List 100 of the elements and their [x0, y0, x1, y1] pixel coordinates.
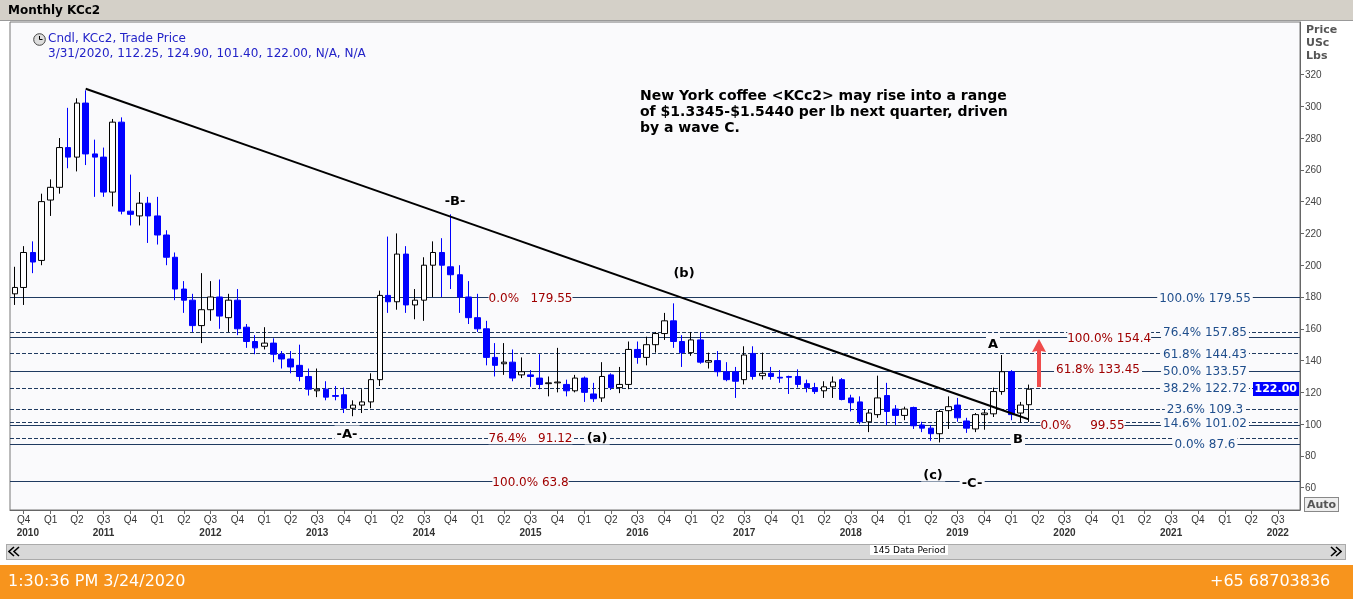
annotation: New York coffee <KCc2> may rise into a range of $1.3345-$1.5440 per lb next quarter, driven by a wave C. — [640, 87, 1009, 135]
x-tick-label: Q4 — [657, 513, 672, 525]
candlestick — [990, 387, 997, 418]
x-tick-label: Q2 — [1244, 513, 1259, 525]
x2-tick-label: 2010 — [16, 526, 40, 538]
candlestick — [118, 116, 125, 215]
candlestick — [509, 348, 516, 382]
candlestick — [207, 280, 214, 322]
candlestick — [20, 245, 27, 306]
candlestick — [421, 256, 427, 322]
x-tick-label: Q2 — [924, 513, 938, 525]
x2-tick-label: 2020 — [1053, 526, 1076, 538]
candlestick — [350, 399, 356, 417]
candlestick — [750, 345, 756, 381]
x-tick-label: Q4 — [764, 513, 779, 525]
y-tick-label: 140 — [1305, 355, 1323, 367]
annotation: 3/31/2020, 112.25, 124.90, 101.40, 122.00, N/A, N/A — [48, 46, 366, 60]
x-tick-label: Q2 — [390, 513, 405, 525]
x-tick-label: Q2 — [710, 513, 725, 525]
candlestick — [563, 379, 570, 397]
candlestick — [910, 406, 917, 430]
ref-line-label: 0.0% 87.6 — [1174, 436, 1236, 451]
candlestick — [172, 251, 178, 301]
candlestick — [439, 237, 445, 298]
annotation: A — [985, 335, 1001, 351]
candlestick — [936, 409, 943, 443]
x2-tick-label: 2014 — [412, 526, 436, 538]
candlestick — [56, 137, 63, 195]
candlestick — [447, 213, 454, 290]
candlestick — [786, 375, 792, 395]
candlestick — [501, 342, 507, 376]
x2-tick-label: 2021 — [1159, 526, 1183, 538]
x-tick-label: Q1 — [43, 513, 58, 525]
candlestick — [368, 372, 374, 409]
ref-line-label: 76.4% 157.85 — [1163, 325, 1247, 340]
x-tick-label: Q3 — [523, 513, 538, 525]
ref-line-label: 23.6% 109.3 — [1166, 402, 1244, 417]
candlestick — [901, 406, 908, 421]
candlestick — [394, 232, 400, 311]
y-axis-title: Price USc Lbs — [1306, 23, 1339, 62]
annotation: 76.4% 91.12 — [488, 431, 573, 446]
annotation: 0.0% 179.55 — [488, 290, 573, 305]
x-tick-label: Q3 — [203, 513, 218, 525]
ref-line-label: 38.2% 122.72 — [1163, 381, 1247, 396]
candlestick — [554, 347, 561, 393]
candlestick — [697, 331, 704, 365]
x-tick-label: Q1 — [257, 513, 272, 525]
y-tick-label: 120 — [1305, 386, 1323, 398]
candlestick — [848, 394, 854, 412]
candlestick — [705, 352, 712, 370]
x2-tick-label: 2016 — [626, 526, 650, 538]
candlestick — [527, 369, 534, 388]
x-tick-label: Q4 — [230, 513, 245, 525]
candlestick — [874, 375, 881, 419]
x-tick-label: Q3 — [96, 513, 111, 525]
candlestick — [963, 417, 970, 434]
candlestick — [305, 368, 312, 397]
candlestick — [625, 341, 632, 390]
candlestick — [777, 369, 783, 384]
candlestick — [652, 331, 659, 354]
candlestick — [945, 395, 952, 430]
x-tick-label: Q3 — [1271, 513, 1285, 525]
x2-tick-label: 2018 — [839, 526, 863, 538]
candlestick — [643, 336, 650, 366]
candlestick — [377, 290, 383, 387]
text: 1:30:36 PM 3/24/2020 — [8, 571, 186, 590]
candlestick — [688, 331, 694, 357]
candlestick — [127, 174, 134, 226]
candlestick — [181, 280, 187, 314]
candlestick — [884, 382, 890, 426]
candlestick — [82, 89, 89, 166]
text: Auto — [1304, 497, 1340, 512]
candlestick — [163, 229, 170, 266]
y-tick-label: 280 — [1305, 132, 1323, 144]
candlestick — [359, 388, 365, 414]
x-tick-label: Q2 — [497, 513, 512, 525]
candlestick — [65, 107, 71, 169]
x-tick-label: Q3 — [1057, 513, 1072, 525]
x-tick-label: Q4 — [871, 513, 885, 525]
candlestick — [332, 385, 339, 401]
candlestick — [12, 266, 18, 306]
candlestick — [616, 366, 623, 394]
x-tick-label: Q4 — [17, 513, 31, 525]
x-tick-label: Q3 — [844, 513, 858, 525]
x-tick-label: Q1 — [364, 513, 379, 525]
x-tick-label: Q1 — [897, 513, 912, 525]
y-tick-label: 80 — [1305, 450, 1317, 462]
y-tick-label: 100 — [1305, 418, 1323, 430]
candlestick — [759, 352, 766, 381]
candlestick — [1008, 369, 1015, 421]
x-tick-label: Q4 — [550, 513, 565, 525]
candlestick — [804, 379, 810, 393]
annotation: (a) — [584, 429, 610, 445]
y-tick-label: 240 — [1305, 196, 1323, 208]
candlestick — [483, 320, 490, 366]
y-tick-label: 200 — [1305, 259, 1323, 271]
x-tick-label: Q2 — [1137, 513, 1152, 525]
candlestick — [100, 147, 107, 198]
candlestick — [145, 196, 151, 244]
annotation: B — [1011, 430, 1025, 446]
